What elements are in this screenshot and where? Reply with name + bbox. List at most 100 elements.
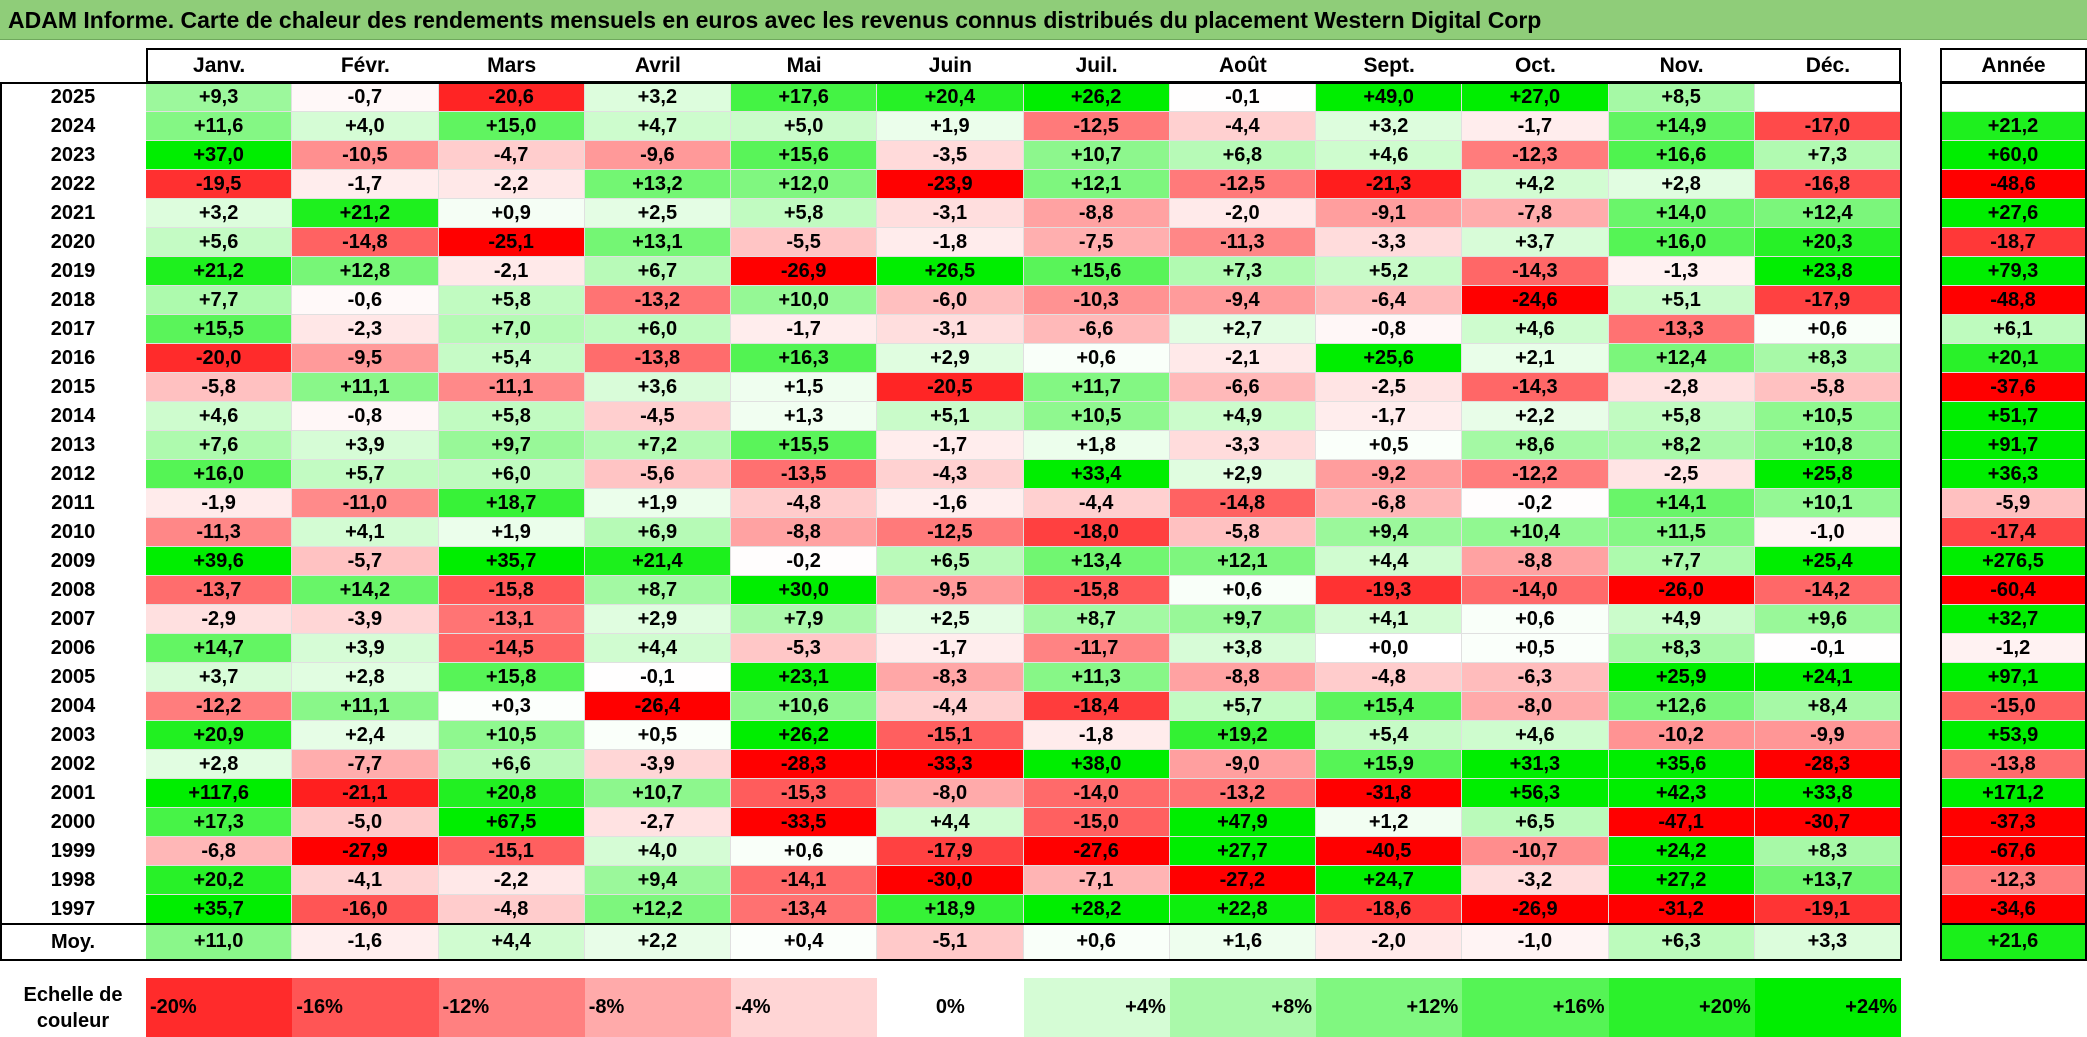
row-year-label: 2005 (0, 663, 146, 692)
annual-cell: +32,7 (1940, 605, 2087, 634)
heatmap-cell: -2,0 (1169, 199, 1316, 228)
row-year-label: 2004 (0, 692, 146, 721)
heatmap-cell: +4,1 (292, 518, 439, 547)
heatmap-cell: +3,8 (1169, 634, 1316, 663)
heatmap-cell: +56,3 (1462, 779, 1609, 808)
heatmap-cell: +4,0 (292, 112, 439, 141)
heatmap-cell: +8,2 (1608, 431, 1755, 460)
heatmap-cell: +31,3 (1462, 750, 1609, 779)
heatmap-cell: +15,6 (731, 141, 878, 170)
heatmap-cell: -4,1 (292, 866, 439, 895)
heatmap-cell: +0,5 (1462, 634, 1609, 663)
heatmap-cell: -40,5 (1316, 837, 1463, 866)
heatmap-cell: +4,9 (1169, 402, 1316, 431)
heatmap-cell: +1,3 (731, 402, 878, 431)
heatmap-cell: +4,4 (1316, 547, 1463, 576)
row-year-label: 2000 (0, 808, 146, 837)
row-year-label: 2020 (0, 228, 146, 257)
heatmap-cell: +13,7 (1754, 866, 1901, 895)
heatmap-cell: +5,2 (1316, 257, 1463, 286)
heatmap-cell: -14,8 (1169, 489, 1316, 518)
heatmap-cell: +2,9 (1169, 460, 1316, 489)
row-year-label: 2013 (0, 431, 146, 460)
heatmap-cell: +2,5 (584, 199, 731, 228)
heatmap-cell: +33,4 (1023, 460, 1170, 489)
heatmap-cell: -3,9 (584, 750, 731, 779)
heatmap-cell: -12,5 (1169, 170, 1316, 199)
heatmap-cell: +4,2 (1462, 170, 1609, 199)
heatmap-cell: +11,3 (1023, 663, 1170, 692)
heatmap-cell: -4,8 (1316, 663, 1463, 692)
row-year-label: 2007 (0, 605, 146, 634)
heatmap-cell: +21,2 (292, 199, 439, 228)
heatmap-cell: +0,3 (438, 692, 585, 721)
heatmap-cell: -12,2 (1462, 460, 1609, 489)
month-header: Juil. (1023, 48, 1170, 83)
heatmap-cell: +0,0 (1316, 634, 1463, 663)
color-scale-swatch: -16% (292, 978, 439, 1037)
color-scale-swatch: 0% (877, 978, 1024, 1037)
heatmap-cell: -18,4 (1023, 692, 1170, 721)
heatmap-cell: +30,0 (731, 576, 878, 605)
heatmap-cell: +16,6 (1608, 141, 1755, 170)
heatmap-cell: -12,2 (146, 692, 293, 721)
heatmap-cell: -26,4 (584, 692, 731, 721)
heatmap-cell: +23,1 (731, 663, 878, 692)
row-year-label: 2014 (0, 402, 146, 431)
heatmap-cell: +5,0 (731, 112, 878, 141)
heatmap-cell: +37,0 (146, 141, 293, 170)
month-header: Févr. (292, 48, 439, 83)
heatmap-cell: +10,4 (1462, 518, 1609, 547)
heatmap-cell: -6,8 (1316, 489, 1463, 518)
heatmap-cell: +20,8 (438, 779, 585, 808)
heatmap-cell: -11,0 (292, 489, 439, 518)
heatmap-cell: +3,2 (584, 83, 731, 112)
heatmap-cell: +7,7 (1608, 547, 1755, 576)
annual-cell: -15,0 (1940, 692, 2087, 721)
heatmap-cell: -9,5 (877, 576, 1024, 605)
heatmap-cell: +0,5 (584, 721, 731, 750)
heatmap-cell: -5,8 (1754, 373, 1901, 402)
row-year-label: 1997 (0, 895, 146, 924)
heatmap-cell: -4,5 (584, 402, 731, 431)
heatmap-cell: +11,5 (1608, 518, 1755, 547)
color-scale-swatch: +24% (1754, 978, 1901, 1037)
heatmap-cell: +24,1 (1754, 663, 1901, 692)
heatmap-cell: -3,3 (1169, 431, 1316, 460)
heatmap-cell: -10,7 (1462, 837, 1609, 866)
heatmap-cell: -2,8 (1608, 373, 1755, 402)
heatmap-cell: -0,1 (1169, 83, 1316, 112)
heatmap-cell: +10,5 (438, 721, 585, 750)
heatmap-cell: +6,5 (877, 547, 1024, 576)
heatmap-cell: -8,0 (1462, 692, 1609, 721)
heatmap-cell: -1,7 (877, 431, 1024, 460)
heatmap-cell: -4,7 (438, 141, 585, 170)
heatmap-cell: +7,6 (146, 431, 293, 460)
heatmap-cell: -28,3 (731, 750, 878, 779)
average-annual-cell: +21,6 (1940, 924, 2087, 960)
color-scale-swatch: +8% (1169, 978, 1316, 1037)
heatmap-cell: +10,1 (1754, 489, 1901, 518)
heatmap-cell: +0,6 (1169, 576, 1316, 605)
heatmap-cell: -10,3 (1023, 286, 1170, 315)
row-year-label: 1998 (0, 866, 146, 895)
heatmap-cell: +1,9 (584, 489, 731, 518)
heatmap-cell: +24,2 (1608, 837, 1755, 866)
heatmap-cell: +10,8 (1754, 431, 1901, 460)
heatmap-cell: +8,7 (584, 576, 731, 605)
heatmap-cell: +2,9 (877, 344, 1024, 373)
annual-cell: -13,8 (1940, 750, 2087, 779)
heatmap-cell: +15,5 (146, 315, 293, 344)
heatmap-cell: -2,3 (292, 315, 439, 344)
row-year-label: 2022 (0, 170, 146, 199)
heatmap-cell: -12,5 (877, 518, 1024, 547)
month-header: Déc. (1754, 48, 1901, 83)
heatmap-cell: -23,9 (877, 170, 1024, 199)
heatmap-cell: -3,2 (1462, 866, 1609, 895)
heatmap-cell: -2,9 (146, 605, 293, 634)
row-year-label: 2019 (0, 257, 146, 286)
heatmap-cell: +25,6 (1316, 344, 1463, 373)
heatmap-cell: -8,8 (731, 518, 878, 547)
heatmap-cell: -8,0 (877, 779, 1024, 808)
heatmap-cell: +20,4 (877, 83, 1024, 112)
